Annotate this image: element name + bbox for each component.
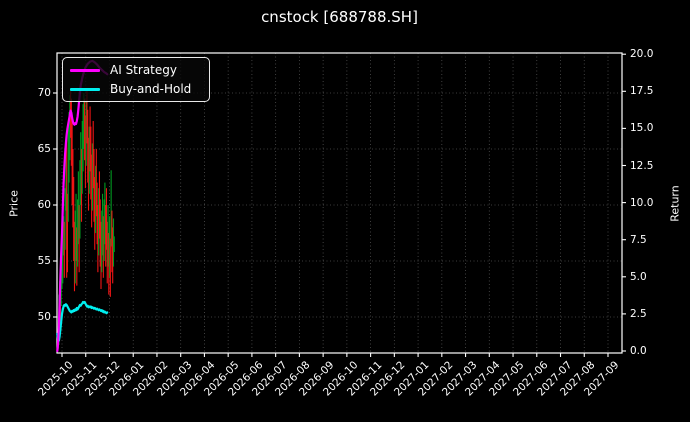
return-tick-label: 7.5: [630, 233, 647, 246]
chart-title: cnstock [688788.SH]: [261, 8, 418, 26]
return-tick-label: 12.5: [630, 159, 654, 172]
price-tick-label: 65: [37, 143, 51, 155]
return-tick-label: 5.0: [630, 270, 647, 283]
legend-row-buy-and-hold: Buy-and-Hold: [63, 80, 209, 98]
buy-and-hold-line-swatch: [70, 87, 100, 91]
ai-strategy-line-swatch: [70, 68, 100, 72]
return-tick-label: 0.0: [630, 345, 647, 357]
return-tick-label: 15.0: [630, 122, 654, 135]
price-tick-label: 55: [37, 255, 51, 267]
legend-label-buy-and-hold: Buy-and-Hold: [110, 82, 192, 96]
price-tick-label: 50: [37, 311, 51, 323]
return-tick-label: 10.0: [630, 196, 654, 209]
legend-label-ai-strategy: AI Strategy: [110, 63, 177, 77]
return-tick-label: 20.0: [630, 48, 654, 61]
legend: AI Strategy Buy-and-Hold: [62, 57, 210, 102]
price-tick-label: 70: [37, 87, 51, 99]
return-tick-label: 17.5: [630, 85, 654, 98]
price-tick-label: 60: [37, 199, 51, 211]
legend-row-ai-strategy: AI Strategy: [63, 61, 209, 79]
return-tick-label: 2.5: [630, 307, 647, 320]
